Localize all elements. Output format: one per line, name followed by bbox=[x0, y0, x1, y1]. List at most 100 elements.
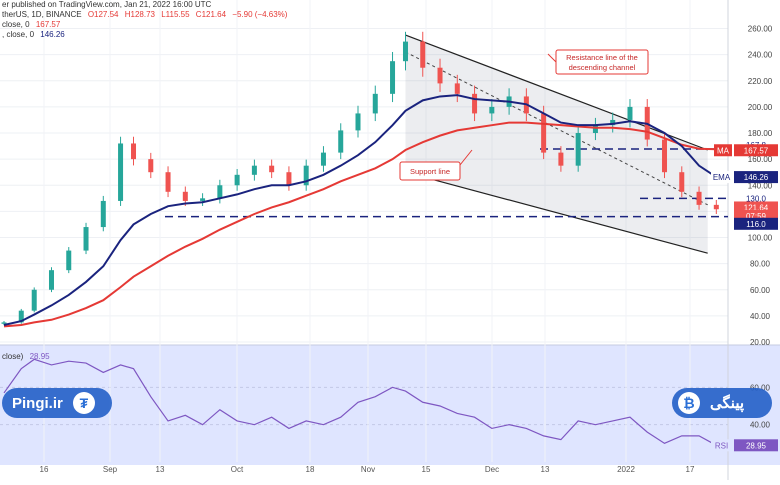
badge-level-116-box bbox=[734, 217, 778, 230]
time-tick-label-6: 15 bbox=[422, 465, 431, 474]
candle-body bbox=[320, 152, 326, 166]
rsi-tick-label-1: 40.00 bbox=[750, 421, 771, 430]
candle-body bbox=[1, 322, 7, 324]
candle-body bbox=[182, 191, 188, 201]
tether-icon: ₮ bbox=[72, 392, 95, 414]
candle-body bbox=[575, 133, 581, 166]
ohlc-close: C121.64 bbox=[195, 10, 227, 19]
price-tick-label-2: 220.00 bbox=[748, 77, 773, 86]
bitcoin-icon: ₿ bbox=[678, 392, 700, 414]
price-tick-label-1: 240.00 bbox=[748, 51, 773, 60]
price-pane-bg bbox=[0, 0, 780, 345]
channel-midline bbox=[405, 51, 708, 206]
price-tick-label-6: 140.00 bbox=[748, 181, 773, 190]
rsi-tick-label-0: 60.00 bbox=[750, 383, 771, 392]
time-tick-label-7: Dec bbox=[485, 465, 499, 474]
price-tick-label-10: 60.00 bbox=[750, 286, 771, 295]
pingi-watermark-right: ₿ پینگی bbox=[672, 388, 772, 418]
price-tick-label-4: 180.00 bbox=[748, 129, 773, 138]
time-tick-label-10: 17 bbox=[686, 465, 695, 474]
badge-ema50-text: 167.57 bbox=[744, 146, 769, 155]
ema50-value: 167.57 bbox=[35, 20, 61, 29]
ema20-label: , close, 0 bbox=[2, 30, 35, 39]
badge-rsi-text: 28.95 bbox=[746, 441, 767, 450]
resistance-callout-pointer bbox=[547, 53, 557, 63]
candle-body bbox=[234, 174, 240, 186]
candle-body bbox=[713, 204, 719, 210]
badge-rsi-name-box bbox=[711, 439, 732, 452]
time-tick-label-9: 2022 bbox=[617, 465, 635, 474]
time-tick-label-3: Oct bbox=[231, 465, 244, 474]
candles bbox=[1, 31, 719, 326]
symbol-line: therUS, 1D, BINANCE O127.54 H128.73 L115… bbox=[2, 10, 287, 19]
ema20-legend[interactable]: , close, 0 146.26 bbox=[2, 30, 65, 39]
candle-body bbox=[454, 83, 460, 94]
badge-level-116-text: 116.0 bbox=[746, 220, 766, 229]
support-callout-pointer bbox=[459, 149, 473, 166]
candle-body bbox=[118, 143, 124, 201]
badge-ema20-name-box bbox=[711, 171, 732, 184]
badge-ema50-box bbox=[734, 144, 778, 157]
candle-body bbox=[100, 200, 106, 228]
ema20-line bbox=[3, 94, 717, 326]
resistance-line bbox=[405, 34, 708, 151]
candle-body bbox=[592, 125, 598, 134]
candle-body bbox=[402, 41, 408, 62]
candle-body bbox=[269, 165, 275, 173]
price-tick-label-11: 40.00 bbox=[750, 312, 771, 321]
support-line bbox=[405, 171, 708, 254]
badge-rsi-name-text: RSI bbox=[715, 441, 728, 450]
badge-level-130-text: 130.0 bbox=[746, 194, 767, 203]
candle-body bbox=[303, 165, 309, 186]
candle-body bbox=[165, 172, 171, 192]
time-tick-label-2: 13 bbox=[156, 465, 165, 474]
candle-body bbox=[558, 152, 564, 166]
time-tick-label-5: Nov bbox=[361, 465, 375, 474]
descending-channel-fill bbox=[405, 35, 708, 254]
badge-ema20-box bbox=[734, 171, 778, 184]
ema50-line bbox=[3, 121, 717, 328]
badge-ema50-name-text: MA bbox=[717, 146, 730, 155]
candle-body bbox=[662, 139, 668, 173]
candle-body bbox=[372, 93, 378, 114]
resistance-callout-text-2: descending channel bbox=[569, 63, 636, 72]
ema50-legend[interactable]: close, 0 167.57 bbox=[2, 20, 60, 29]
badge-ema20-name-text: EMA bbox=[713, 173, 731, 182]
support-callout-text: Support line bbox=[410, 167, 450, 176]
resistance-callout-text-1: Resistance line of the bbox=[566, 53, 638, 62]
candle-body bbox=[420, 41, 426, 68]
price-tick-label-5: 160.00 bbox=[748, 155, 773, 164]
badge-ema50-name-box bbox=[714, 144, 732, 157]
ohlc-high: H128.73 bbox=[124, 10, 155, 19]
time-tick-label-0: 16 bbox=[40, 465, 49, 474]
badge-price-text: 121.64 bbox=[744, 203, 769, 212]
badge-ema20-text: 146.26 bbox=[744, 173, 769, 182]
ema20-value: 146.26 bbox=[40, 30, 65, 39]
watermark-left-text: Pingi.ir bbox=[12, 394, 63, 412]
badge-rsi-box bbox=[734, 439, 778, 452]
candle-body bbox=[200, 198, 206, 201]
badge-countdown-text: 07:59 bbox=[746, 212, 767, 221]
candle-body bbox=[83, 227, 89, 251]
price-tick-label-0: 260.00 bbox=[748, 25, 773, 34]
pingi-watermark-left: Pingi.ir ₮ bbox=[2, 388, 112, 418]
ohlc-open: O127.54 bbox=[87, 10, 119, 19]
candle-body bbox=[338, 130, 344, 153]
rsi-legend[interactable]: close) 28.95 bbox=[2, 352, 50, 361]
candle-body bbox=[390, 61, 396, 94]
price-tick-label-12: 20.00 bbox=[750, 338, 771, 347]
candle-body bbox=[217, 185, 223, 199]
price-tick-label-8: 100.00 bbox=[748, 234, 773, 243]
support-callout-box bbox=[399, 161, 461, 181]
symbol-text: therUS, 1D, BINANCE bbox=[2, 10, 82, 19]
time-tick-label-1: Sep bbox=[103, 465, 118, 474]
publisher-text: er published on TradingView.com, Jan 21,… bbox=[2, 0, 212, 9]
watermark-right-text: پینگی bbox=[710, 395, 745, 412]
candle-body bbox=[148, 159, 154, 173]
rsi-line bbox=[3, 358, 717, 446]
candle-body bbox=[131, 143, 137, 160]
candle-body bbox=[437, 67, 443, 84]
ema50-label: close, 0 bbox=[2, 20, 30, 29]
